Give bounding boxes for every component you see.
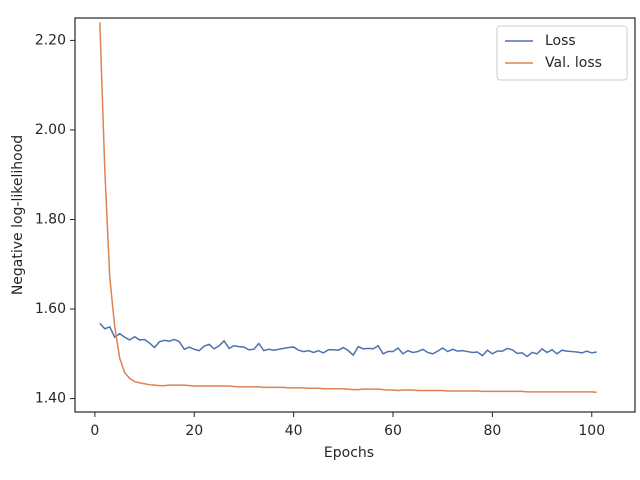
y-tick-label: 1.40: [35, 391, 66, 407]
x-tick-label: 0: [90, 423, 99, 439]
y-axis-label: Negative log-likelihood: [10, 135, 26, 295]
x-tick-label: 60: [384, 423, 402, 439]
series-line: [99, 22, 597, 394]
series-line: [99, 322, 597, 358]
x-tick-label: 80: [483, 423, 501, 439]
legend-box: [496, 25, 628, 81]
x-tick-label: 40: [285, 423, 303, 439]
y-tick-label: 2.00: [35, 122, 66, 138]
x-tick-label: 100: [578, 423, 605, 439]
y-tick-label: 1.60: [35, 301, 66, 317]
y-tick-label: 1.80: [35, 211, 66, 227]
x-axis-label: Epochs: [324, 445, 374, 461]
legend-label: Val. loss: [545, 55, 602, 71]
plot-frame: [74, 17, 636, 413]
legend-label: Loss: [545, 33, 576, 49]
x-tick-label: 20: [185, 423, 203, 439]
y-tick-label: 2.20: [35, 32, 66, 48]
